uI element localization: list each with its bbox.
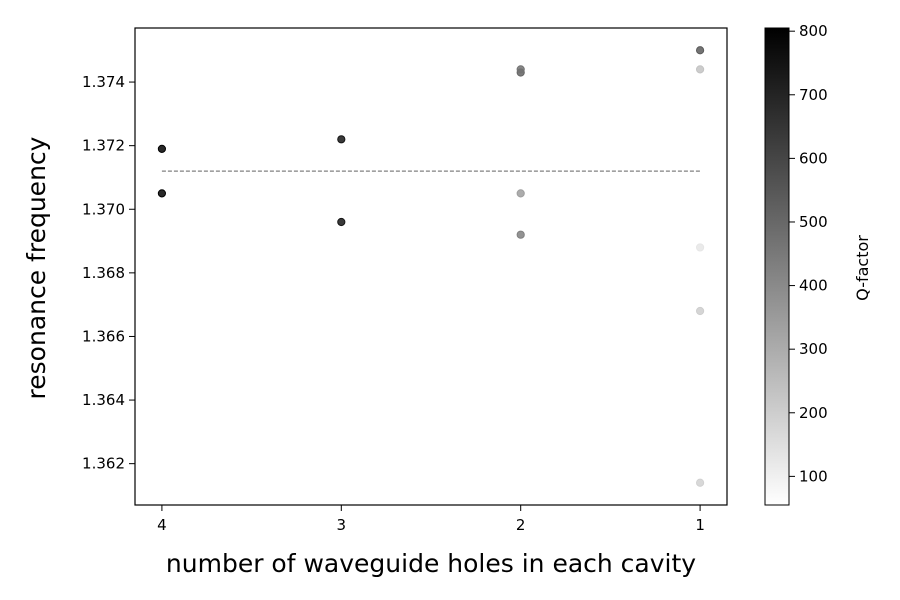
x-tick-label: 1 bbox=[695, 516, 705, 534]
scatter-point bbox=[516, 65, 525, 74]
x-tick-label: 3 bbox=[337, 516, 347, 534]
y-tick-label: 1.364 bbox=[82, 391, 125, 409]
x-axis-ticks: 4 3 2 1 bbox=[157, 505, 705, 534]
colorbar-title: Q-factor bbox=[853, 235, 872, 301]
colorbar-tick-label: 400 bbox=[799, 277, 828, 295]
scatter-point bbox=[695, 478, 705, 487]
scatter-point bbox=[157, 189, 167, 198]
x-axis-title: number of waveguide holes in each cavity bbox=[166, 549, 696, 578]
scatter-point bbox=[337, 217, 346, 227]
y-tick-label: 1.374 bbox=[82, 73, 125, 91]
colorbar-tick-label: 200 bbox=[799, 404, 828, 422]
colorbar-tick-label: 600 bbox=[799, 149, 828, 167]
plot-area bbox=[135, 28, 727, 505]
scatter-point bbox=[516, 230, 525, 239]
scatter-point bbox=[695, 243, 705, 252]
y-axis-ticks: 1.362 1.364 1.366 1.368 1.370 1.372 1.374 bbox=[82, 73, 135, 473]
scatter-point bbox=[695, 46, 705, 55]
y-tick-label: 1.366 bbox=[82, 327, 125, 345]
scatter-point bbox=[695, 65, 705, 74]
x-tick-label: 2 bbox=[516, 516, 526, 534]
x-tick-label: 4 bbox=[157, 516, 167, 534]
data-points bbox=[157, 46, 705, 487]
plot-frame bbox=[134, 27, 728, 506]
colorbar-tick-label: 100 bbox=[799, 467, 828, 485]
y-tick-label: 1.362 bbox=[82, 455, 125, 473]
y-tick-label: 1.368 bbox=[82, 264, 125, 282]
colorbar-tick-label: 800 bbox=[799, 22, 828, 40]
colorbar-ticks: 100 200 300 400 500 600 700 800 bbox=[789, 22, 828, 485]
scatter-point bbox=[516, 189, 525, 198]
scatter-point bbox=[695, 306, 705, 316]
scatter-point bbox=[337, 135, 346, 144]
colorbar-tick-label: 700 bbox=[799, 86, 828, 104]
colorbar bbox=[764, 27, 790, 506]
y-tick-label: 1.370 bbox=[82, 200, 125, 218]
y-axis-title: resonance frequency bbox=[22, 136, 51, 399]
colorbar-tick-label: 500 bbox=[799, 213, 828, 231]
colorbar-tick-label: 300 bbox=[799, 340, 828, 358]
scatter-point bbox=[157, 144, 167, 153]
y-tick-label: 1.372 bbox=[82, 137, 125, 155]
